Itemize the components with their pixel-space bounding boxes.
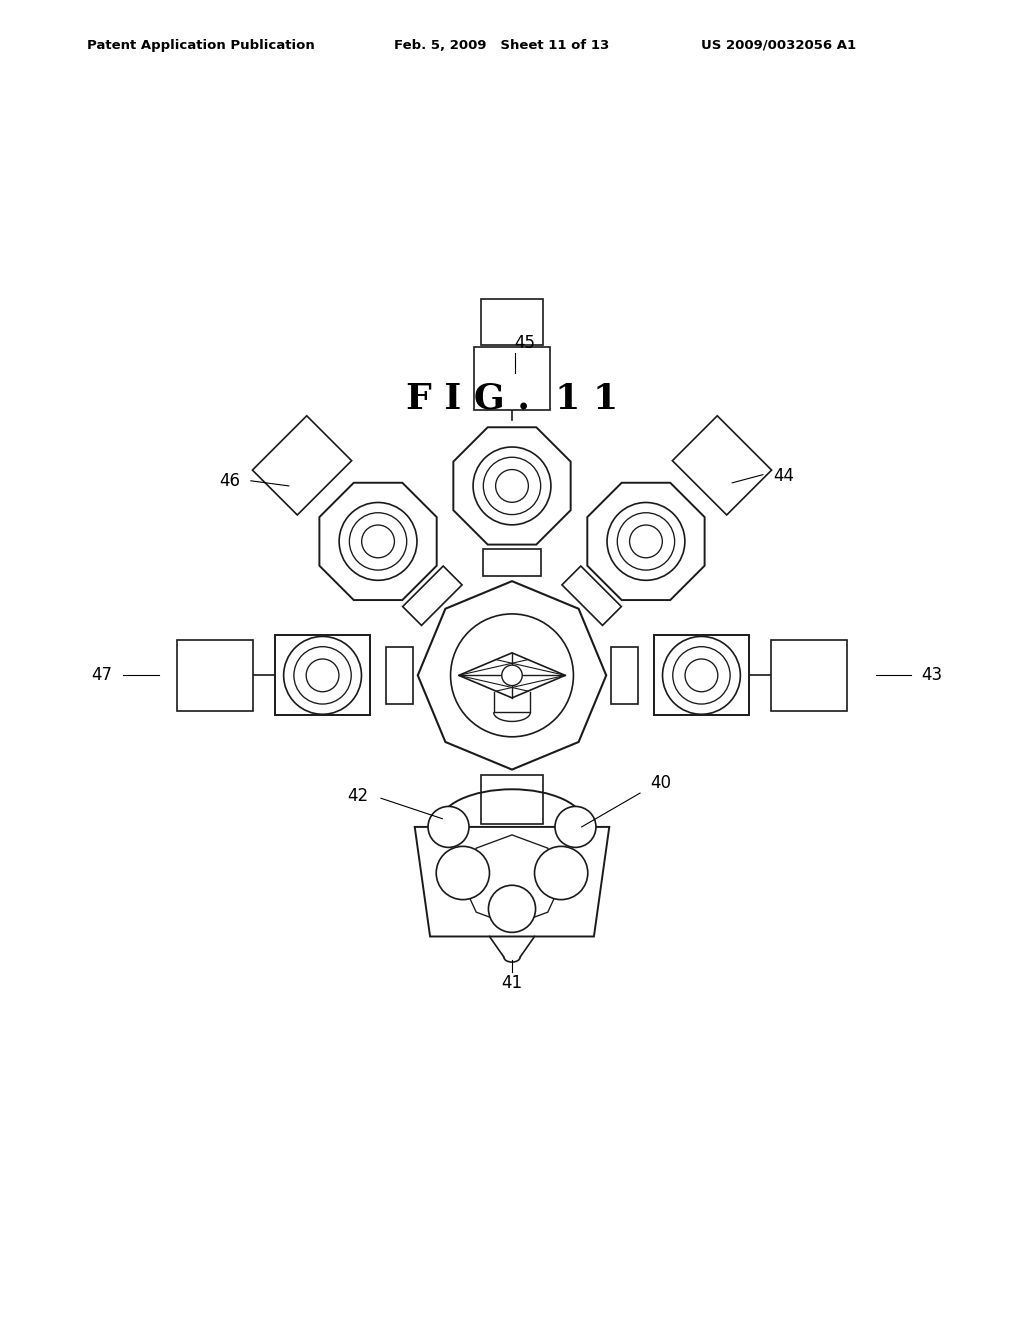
Circle shape [349,512,407,570]
Circle shape [535,846,588,900]
Polygon shape [319,483,436,601]
Polygon shape [673,416,771,515]
Polygon shape [253,416,351,515]
Polygon shape [562,566,622,626]
Text: Patent Application Publication: Patent Application Publication [87,38,314,51]
Polygon shape [275,635,370,715]
Text: F I G .  1 1: F I G . 1 1 [406,381,618,416]
Polygon shape [177,639,254,711]
Polygon shape [418,581,606,770]
Text: 41: 41 [502,974,522,991]
Polygon shape [402,566,462,626]
Circle shape [617,512,675,570]
Text: 47: 47 [91,667,113,684]
Circle shape [284,636,361,714]
Circle shape [294,647,351,704]
Polygon shape [611,647,638,704]
Text: 40: 40 [650,774,672,792]
Polygon shape [473,347,551,411]
Circle shape [361,525,394,558]
Circle shape [473,447,551,525]
Circle shape [630,525,663,558]
Polygon shape [771,639,848,711]
Text: 46: 46 [219,471,241,490]
Circle shape [428,807,469,847]
Polygon shape [386,647,413,704]
Text: 43: 43 [922,667,943,684]
Polygon shape [481,775,543,824]
Circle shape [436,846,489,900]
Polygon shape [415,826,609,936]
Polygon shape [462,834,562,925]
Polygon shape [654,635,749,715]
Circle shape [496,470,528,503]
Circle shape [663,636,740,714]
Circle shape [685,659,718,692]
Circle shape [306,659,339,692]
Circle shape [502,665,522,685]
Polygon shape [483,549,541,576]
Polygon shape [454,428,570,545]
Circle shape [483,457,541,515]
Text: 44: 44 [773,467,795,484]
Circle shape [607,503,685,581]
Text: US 2009/0032056 A1: US 2009/0032056 A1 [701,38,856,51]
Circle shape [339,503,417,581]
Circle shape [488,886,536,932]
Polygon shape [588,483,705,601]
Circle shape [451,614,573,737]
Text: Feb. 5, 2009   Sheet 11 of 13: Feb. 5, 2009 Sheet 11 of 13 [394,38,609,51]
Polygon shape [459,653,565,698]
Text: 42: 42 [347,787,369,805]
Circle shape [673,647,730,704]
Polygon shape [481,298,543,345]
Circle shape [555,807,596,847]
Text: 45: 45 [514,334,535,351]
